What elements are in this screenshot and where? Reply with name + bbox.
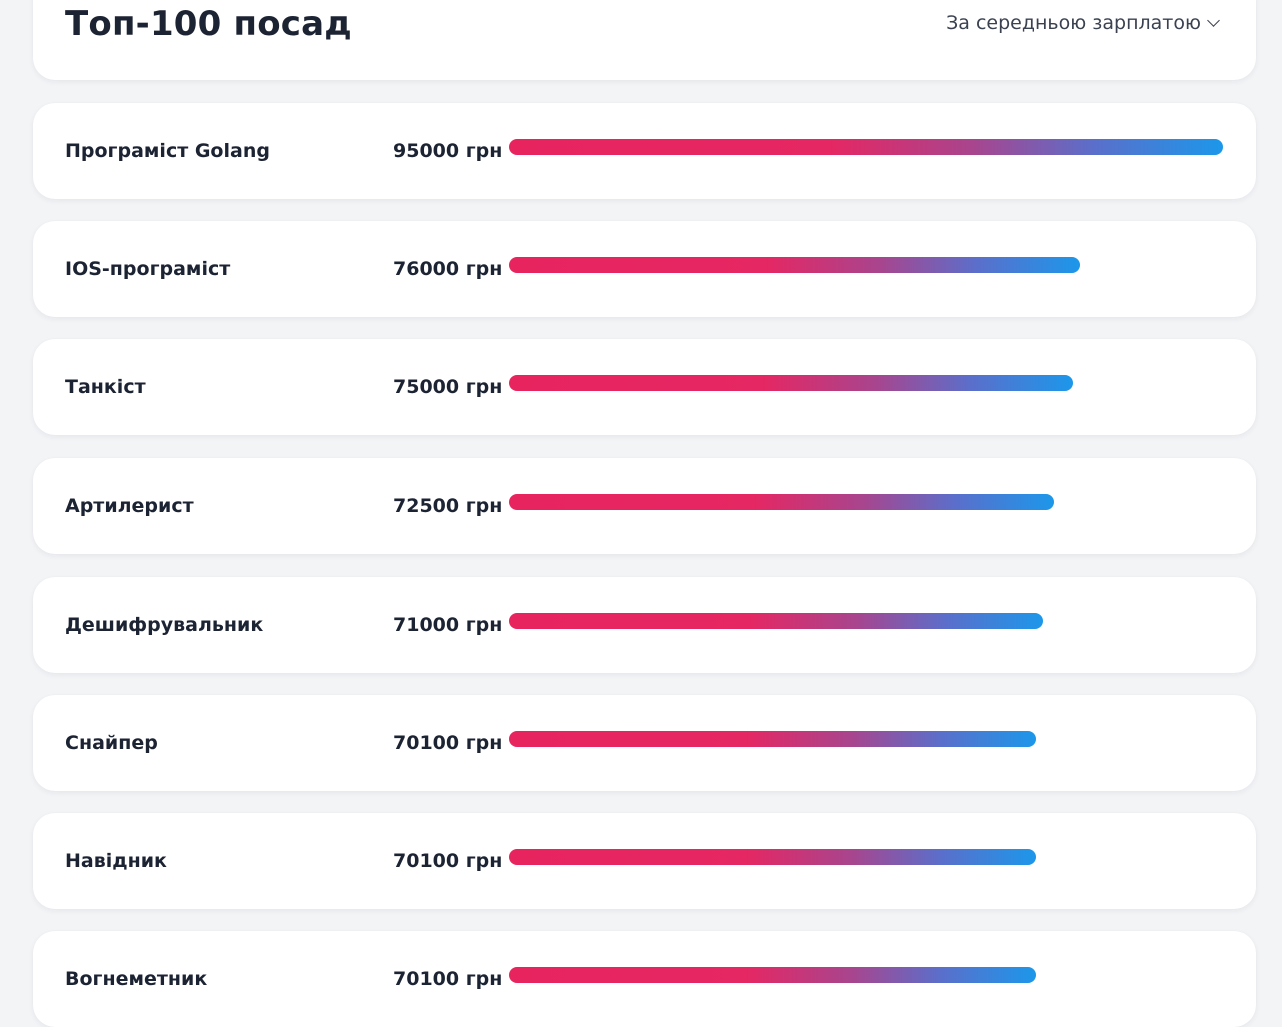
- job-row[interactable]: Вогнеметник 70100 грн: [33, 931, 1256, 1027]
- salary-value: 71000 грн: [393, 614, 503, 636]
- header-card: Топ-100 посад За середньою зарплатою: [33, 0, 1256, 80]
- job-row[interactable]: Снайпер 70100 грн: [33, 695, 1256, 791]
- job-title: Програміст Golang: [65, 140, 270, 162]
- salary-bar-track: [509, 849, 1223, 865]
- job-row[interactable]: Дешифрувальник 71000 грн: [33, 577, 1256, 673]
- salary-bar: [509, 731, 1036, 747]
- salary-bar-track: [509, 139, 1223, 155]
- salary-value: 70100 грн: [393, 732, 503, 754]
- job-title: Артилерист: [65, 495, 194, 517]
- salary-bar-track: [509, 967, 1223, 983]
- job-title: Дешифрувальник: [65, 614, 264, 636]
- job-row[interactable]: Артилерист 72500 грн: [33, 458, 1256, 554]
- chevron-down-icon: [1207, 13, 1220, 27]
- salary-value: 75000 грн: [393, 376, 503, 398]
- job-title: Навідник: [65, 850, 167, 872]
- salary-bar-track: [509, 375, 1223, 391]
- salary-value: 70100 грн: [393, 850, 503, 872]
- salary-bar: [509, 257, 1081, 273]
- job-title: Снайпер: [65, 732, 158, 754]
- salary-bar-track: [509, 257, 1223, 273]
- salary-value: 76000 грн: [393, 258, 503, 280]
- sort-dropdown-label: За середньою зарплатою: [946, 12, 1201, 34]
- job-row[interactable]: Програміст Golang 95000 грн: [33, 103, 1256, 199]
- job-row[interactable]: IOS-програміст 76000 грн: [33, 221, 1256, 317]
- salary-bar: [509, 375, 1073, 391]
- salary-bar-track: [509, 731, 1223, 747]
- salary-bar-track: [509, 613, 1223, 629]
- job-row[interactable]: Навідник 70100 грн: [33, 813, 1256, 909]
- salary-bar: [509, 139, 1223, 155]
- salary-bar: [509, 613, 1043, 629]
- page-title: Топ-100 посад: [65, 4, 352, 44]
- salary-value: 95000 грн: [393, 140, 503, 162]
- salary-bar: [509, 494, 1054, 510]
- salary-value: 72500 грн: [393, 495, 503, 517]
- job-title: Танкіст: [65, 376, 146, 398]
- salary-bar: [509, 967, 1036, 983]
- salary-value: 70100 грн: [393, 968, 503, 990]
- job-row[interactable]: Танкіст 75000 грн: [33, 339, 1256, 435]
- salary-bar-track: [509, 494, 1223, 510]
- sort-dropdown[interactable]: За середньою зарплатою: [946, 12, 1220, 34]
- job-title: Вогнеметник: [65, 968, 208, 990]
- job-title: IOS-програміст: [65, 258, 231, 280]
- salary-bar: [509, 849, 1036, 865]
